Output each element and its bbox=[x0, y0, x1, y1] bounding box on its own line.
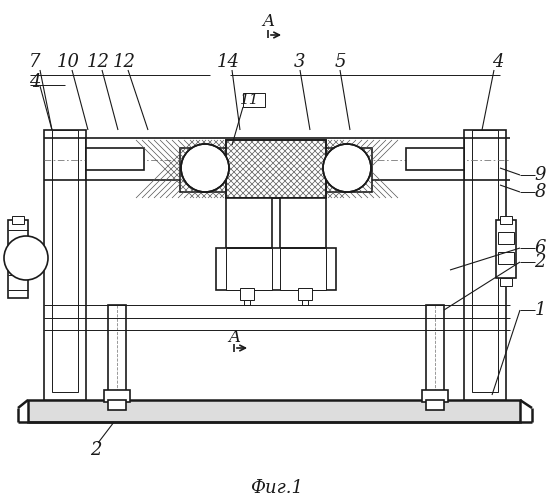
Text: 4: 4 bbox=[29, 73, 41, 91]
Bar bbox=[500, 278, 512, 286]
Bar bbox=[320, 148, 372, 192]
Bar bbox=[426, 305, 444, 400]
Bar bbox=[12, 216, 24, 224]
Bar bbox=[422, 390, 448, 402]
Circle shape bbox=[323, 144, 371, 192]
Bar bbox=[104, 390, 130, 402]
Bar bbox=[243, 93, 265, 107]
Bar bbox=[500, 216, 512, 224]
Text: 2: 2 bbox=[534, 253, 546, 271]
Text: 7: 7 bbox=[29, 53, 41, 71]
Text: 12: 12 bbox=[86, 53, 110, 71]
Bar bbox=[280, 198, 326, 248]
Text: 6: 6 bbox=[534, 239, 546, 257]
Bar bbox=[226, 140, 326, 198]
Text: 4: 4 bbox=[493, 53, 504, 71]
Bar bbox=[8, 220, 28, 298]
Bar bbox=[426, 400, 444, 410]
Bar bbox=[86, 138, 464, 180]
Bar bbox=[180, 148, 232, 192]
Bar bbox=[496, 220, 516, 278]
Text: A: A bbox=[262, 14, 274, 30]
Bar bbox=[108, 305, 126, 400]
Text: Фиг.1: Фиг.1 bbox=[250, 479, 304, 497]
Text: 1: 1 bbox=[534, 301, 546, 319]
Circle shape bbox=[181, 144, 229, 192]
Bar bbox=[216, 248, 336, 290]
Text: 10: 10 bbox=[57, 53, 80, 71]
Circle shape bbox=[4, 236, 48, 280]
Bar bbox=[52, 130, 78, 392]
Bar bbox=[226, 248, 272, 290]
Text: 9: 9 bbox=[534, 166, 546, 184]
Text: A: A bbox=[228, 330, 240, 346]
Text: 12: 12 bbox=[112, 53, 136, 71]
Text: 3: 3 bbox=[294, 53, 306, 71]
Bar bbox=[226, 140, 326, 198]
Bar bbox=[244, 300, 250, 305]
Bar bbox=[226, 198, 272, 248]
Text: 8: 8 bbox=[534, 183, 546, 201]
Bar bbox=[464, 130, 506, 400]
Text: 2: 2 bbox=[90, 441, 102, 459]
Bar bbox=[298, 288, 312, 300]
Bar bbox=[240, 288, 254, 300]
Bar bbox=[498, 232, 514, 244]
Bar bbox=[406, 148, 464, 170]
Bar bbox=[302, 300, 308, 305]
Bar bbox=[472, 130, 498, 392]
Text: 5: 5 bbox=[334, 53, 346, 71]
Bar bbox=[86, 148, 144, 170]
Bar bbox=[280, 248, 326, 290]
Bar bbox=[44, 130, 86, 400]
Bar bbox=[28, 400, 520, 422]
Bar bbox=[498, 252, 514, 264]
Bar bbox=[108, 400, 126, 410]
Text: 14: 14 bbox=[217, 53, 239, 71]
Text: 11: 11 bbox=[240, 93, 260, 107]
